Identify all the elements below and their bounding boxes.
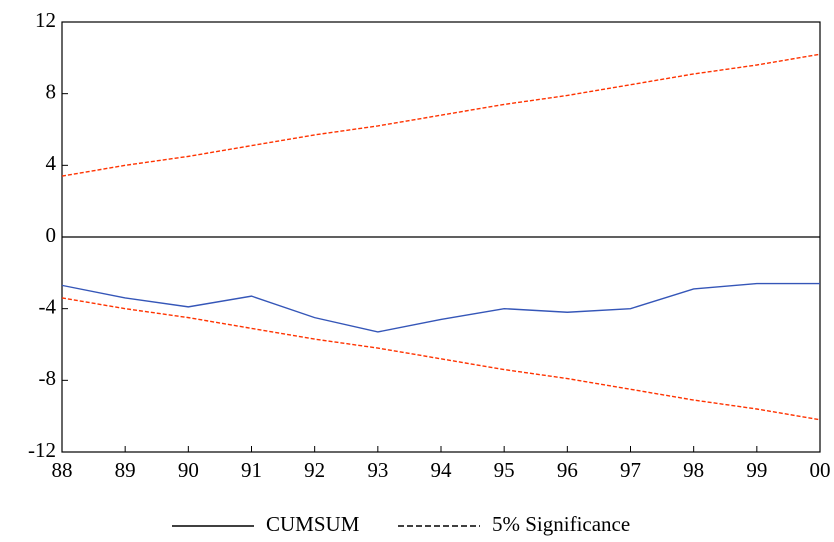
y-tick-label: -12	[28, 438, 56, 462]
x-tick-label: 96	[557, 458, 578, 482]
y-tick-label: -4	[39, 294, 57, 318]
y-tick-label: 8	[46, 79, 57, 103]
x-tick-label: 90	[178, 458, 199, 482]
x-tick-label: 95	[494, 458, 515, 482]
legend-label: CUMSUM	[266, 512, 360, 536]
x-tick-label: 94	[431, 458, 453, 482]
x-tick-label: 99	[746, 458, 767, 482]
y-tick-label: 0	[46, 223, 57, 247]
x-tick-label: 92	[304, 458, 325, 482]
x-tick-label: 97	[620, 458, 641, 482]
y-tick-label: 12	[35, 8, 56, 32]
x-tick-label: 89	[115, 458, 136, 482]
data-line	[61, 53, 821, 177]
y-tick-label: -8	[39, 366, 57, 390]
legend-label: 5% Significance	[492, 512, 630, 536]
x-tick-label: 00	[810, 458, 831, 482]
x-tick-label: 88	[52, 458, 73, 482]
x-tick-label: 98	[683, 458, 704, 482]
data-line	[61, 282, 820, 333]
y-tick-label: 4	[46, 151, 57, 175]
data-line	[61, 297, 821, 421]
x-tick-label: 91	[241, 458, 262, 482]
x-tick-label: 93	[367, 458, 388, 482]
